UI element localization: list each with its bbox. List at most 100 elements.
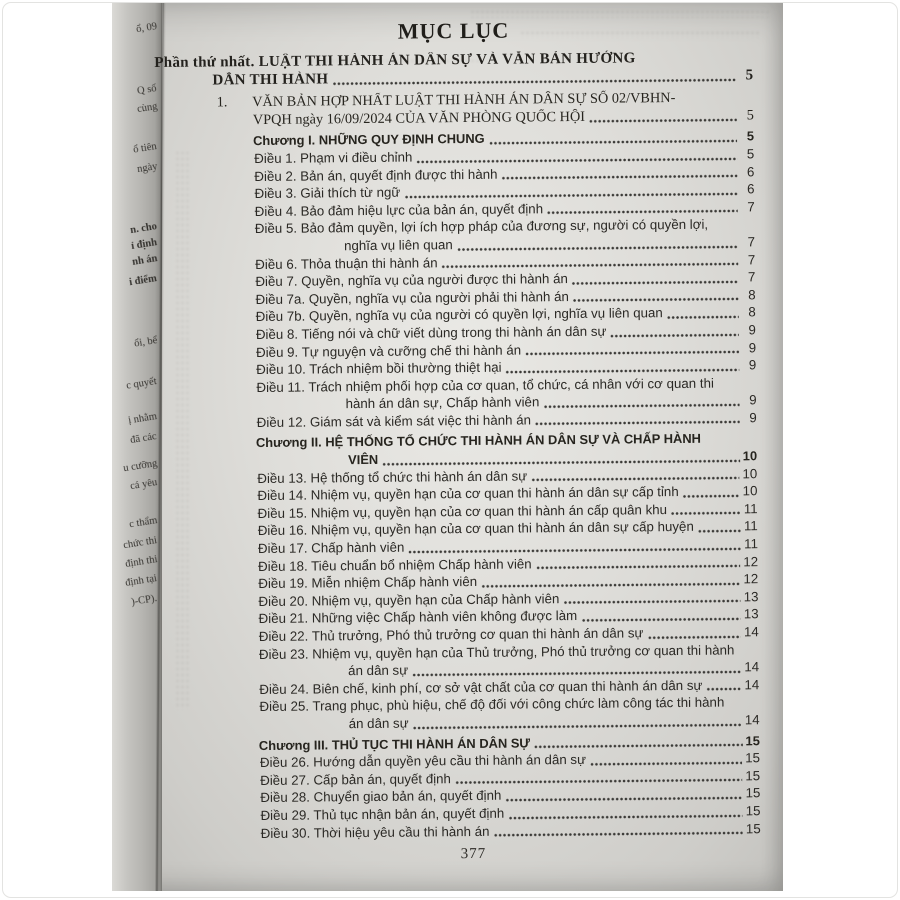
toc-page-number: 15 [745, 767, 761, 784]
toc-entry-text: VIÊN [348, 451, 379, 468]
toc-entry-text: DẪN THI HÀNH [212, 70, 329, 89]
toc-entry-text: hành án dân sự, Chấp hành viên [345, 394, 540, 412]
toc-page-number: 7 [747, 269, 756, 285]
toc-page-number: 8 [748, 304, 756, 320]
dot-leader [543, 395, 740, 410]
toc-page-number: 12 [743, 553, 759, 570]
dot-leader [531, 468, 740, 483]
dot-leader [697, 521, 741, 534]
toc-page-number: 6 [747, 181, 755, 197]
dot-leader [589, 753, 743, 767]
dot-leader [525, 342, 740, 357]
toc-entry-text: Điều 26. Hướng dẫn quyền yêu cầu thi hàn… [259, 752, 587, 771]
facing-page-text-fragment: đã các [129, 431, 158, 447]
toc-page-number: 7 [747, 199, 755, 215]
dot-leader [535, 556, 741, 571]
facing-page-text-fragment: cá yêu [129, 477, 158, 493]
facing-page-text-fragment: )-CP). [130, 593, 158, 608]
toc-page-number: 15 [745, 820, 761, 836]
dot-leader [332, 70, 737, 87]
dot-leader [563, 591, 741, 606]
toc-page-number: 10 [742, 483, 758, 499]
facing-page-text-fragment: ị nhằm [127, 411, 158, 427]
toc-page-number: 14 [744, 712, 760, 728]
dot-leader [666, 307, 739, 321]
toc-page-number: 8 [748, 286, 756, 303]
facing-page-text-fragment: c quyết [125, 376, 158, 392]
toc-entry-text: Điều 19. Miễn nhiệm Chấp hành viên [258, 574, 478, 592]
dot-leader [416, 148, 738, 165]
toc-page-number: 15 [745, 732, 760, 748]
toc-entry-text: Điều 6. Thỏa thuận thi hành án [255, 254, 438, 272]
facing-page-edge-strip: ổ, 09 Q số cùng ổ tiên ngày n. cho ỉ định nh án… [112, 3, 162, 891]
dot-leader [441, 254, 739, 270]
toc-entry-text: Điều 1. Phạm vi điều chỉnh [254, 149, 413, 167]
dot-leader [508, 805, 743, 821]
page-number: 377 [460, 845, 487, 863]
dot-leader [481, 574, 741, 589]
toc-entry-text: Điều 12. Giám sát và kiểm sát việc thi h… [256, 412, 532, 430]
toc-page-number: 12 [743, 571, 759, 587]
dot-leader [404, 184, 738, 200]
dot-leader [572, 289, 739, 304]
toc-entry-text: Điều 3. Giải thích từ ngữ [254, 184, 401, 202]
dot-leader [488, 131, 738, 146]
toc-page-number: 10 [742, 448, 758, 464]
toc-page-number: 11 [743, 518, 758, 534]
toc-page-number: 9 [749, 410, 757, 426]
toc-page-number: 11 [744, 536, 759, 552]
toc-entry-text: Điều 30. Thời hiệu yêu cầu thi hành án [260, 823, 490, 841]
toc-page-number: 7 [747, 234, 756, 250]
toc-entry-text: án dân sự [348, 662, 409, 679]
facing-page-text-fragment: định thi [124, 554, 158, 570]
dot-leader [501, 166, 738, 181]
toc-page-number: 9 [748, 357, 757, 373]
dot-leader [534, 735, 743, 750]
dot-leader [412, 714, 742, 731]
toc-page-number: 7 [747, 251, 756, 267]
page-content-area: MỤC LỤC Phần thứ nhất. LUẬT THI HÀNH ÁN … [154, 4, 783, 890]
dot-leader [534, 412, 740, 427]
toc-page-number: 5 [746, 107, 754, 124]
dot-leader [581, 609, 741, 623]
toc-page-number: 5 [746, 146, 755, 162]
page-title: MỤC LỤC [397, 17, 510, 44]
dot-leader [412, 662, 742, 678]
toc-page-number: 9 [748, 322, 756, 338]
facing-page-text-fragment: c thẩm [128, 515, 158, 531]
toc-page-number: 9 [748, 339, 757, 355]
toc-page-number: 9 [749, 392, 757, 408]
dot-leader [505, 360, 740, 375]
toc-entry-text: Chương I. NHỮNG QUY ĐỊNH CHUNG [252, 131, 485, 149]
dot-leader [456, 236, 739, 252]
toc-entry-text: Điều 18. Tiêu chuẩn bổ nhiệm Chấp hành v… [258, 556, 532, 574]
facing-page-text-fragment: u cưỡng [122, 458, 158, 475]
toc-entry-text: Điều 2. Bản án, quyết định được thi hành [254, 166, 498, 184]
toc-page-number: 15 [745, 803, 761, 819]
dot-leader [408, 539, 742, 555]
toc-page-number: 10 [742, 465, 758, 482]
facing-page-text-fragment: chức thi [122, 535, 158, 552]
dot-leader [682, 486, 740, 499]
toc-entry-text: án dân sự [348, 715, 409, 732]
toc-entry-text: Điều 8. Tiếng nói và chữ viết dùng trong… [255, 323, 607, 342]
page-tilt-wrapper: MỤC LỤC Phần thứ nhất. LUẬT THI HÀNH ÁN … [152, 1, 787, 893]
toc-page-number: 13 [743, 606, 759, 622]
toc-page-number: 14 [744, 659, 760, 675]
dot-leader [588, 110, 737, 125]
toc-page-number: 15 [745, 785, 761, 801]
toc-list: Phần thứ nhất. LUẬT THI HÀNH ÁN DÂN SỰ V… [152, 49, 787, 843]
toc-entry-text: Điều 17. Chấp hành viên [257, 539, 405, 557]
dot-leader [505, 788, 743, 803]
toc-page-number: 5 [746, 128, 755, 144]
dot-leader [571, 272, 739, 286]
toc-page-number: 11 [743, 501, 758, 517]
toc-page-number: 15 [745, 750, 761, 766]
dot-leader [610, 324, 739, 339]
toc-page-number: 14 [744, 677, 760, 693]
facing-page-text-fragment: định tại [124, 573, 158, 589]
toc-entry-text: Điều 28. Chuyển giao bản án, quyết định [260, 788, 502, 806]
dot-leader [706, 679, 742, 693]
dot-leader [647, 626, 742, 640]
toc-entry-text: nghĩa vụ liên quan [343, 237, 453, 254]
